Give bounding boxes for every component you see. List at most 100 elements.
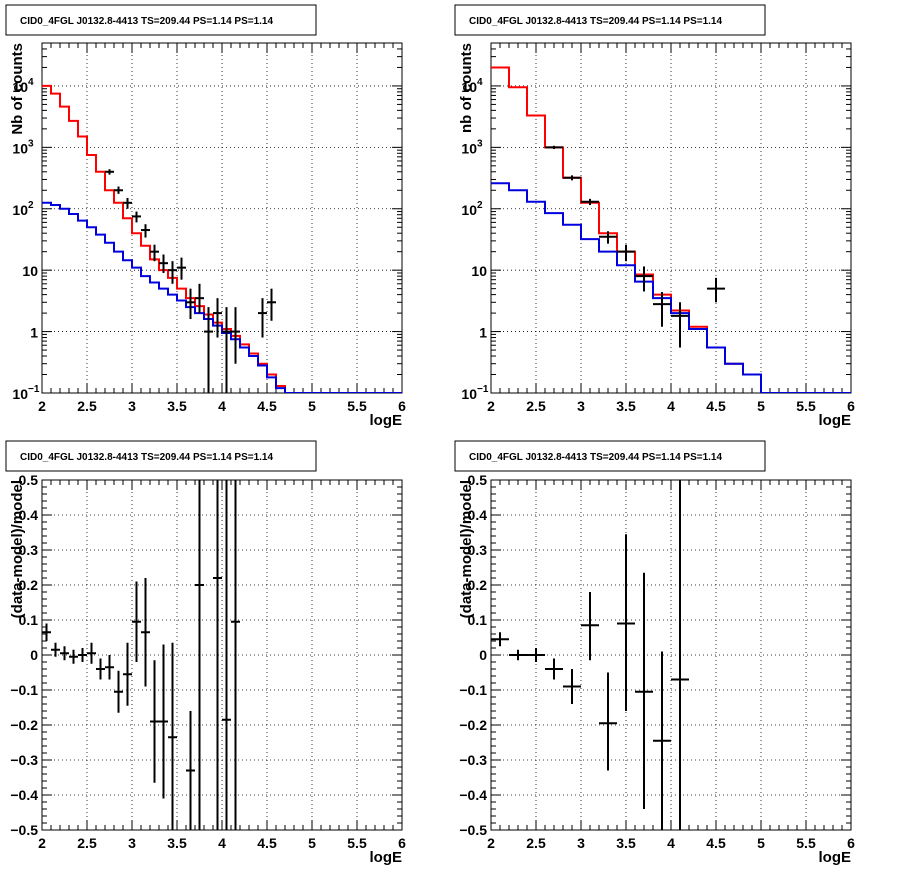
x-tick-label: 5 xyxy=(757,398,765,414)
y-tick-label: 10 xyxy=(471,263,487,279)
x-tick-label: 5.5 xyxy=(347,398,367,414)
title-box xyxy=(454,4,766,36)
y-tick-label: 0.3 xyxy=(468,542,488,558)
data-point xyxy=(204,307,213,393)
x-tick-label: 2 xyxy=(38,398,46,414)
y-tick-label: 10 xyxy=(12,386,28,402)
chart-title: CID0_4FGL J0132.8-4413 TS=209.44 PS=1.14… xyxy=(469,452,722,463)
data-point xyxy=(141,578,150,687)
x-tick-label: 5 xyxy=(308,398,316,414)
data-point xyxy=(150,660,159,783)
x-tick-label: 6 xyxy=(398,835,406,851)
y-axis-title: (data-model)/model xyxy=(458,480,475,618)
y-tick-label: −0.3 xyxy=(10,752,38,768)
chart-title: CID0_4FGL J0132.8-4413 TS=209.44 PS=1.14… xyxy=(469,16,722,27)
model-step-line-2 xyxy=(42,201,402,393)
data-point xyxy=(617,244,635,262)
x-tick-label: 3.5 xyxy=(167,398,187,414)
x-axis-title: logE xyxy=(819,849,852,866)
y-tick-label: −0.1 xyxy=(10,682,38,698)
y-tick-label: 10 xyxy=(461,386,477,402)
x-tick-label: 2 xyxy=(38,835,46,851)
data-point xyxy=(509,649,527,661)
x-tick-label: 3.5 xyxy=(167,835,187,851)
data-point xyxy=(42,623,51,641)
y-tick-label: 10 xyxy=(12,202,28,218)
data-point xyxy=(168,642,177,830)
data-point xyxy=(78,648,87,662)
data-point xyxy=(491,632,509,647)
data-point xyxy=(114,186,123,194)
x-tick-label: 4 xyxy=(218,398,226,414)
y-tick-label: 0.1 xyxy=(19,612,39,628)
x-tick-label: 3 xyxy=(577,398,585,414)
model-step-line-2 xyxy=(491,182,851,393)
data-point xyxy=(527,648,545,662)
y-tick-exponent: −1 xyxy=(28,384,40,395)
y-tick-exponent: 4 xyxy=(28,77,34,88)
data-point xyxy=(105,169,114,175)
data-point xyxy=(186,288,195,320)
data-point xyxy=(581,198,599,206)
y-tick-label: −0.5 xyxy=(459,822,487,838)
y-tick-exponent: 2 xyxy=(477,200,483,211)
data-point xyxy=(195,283,204,314)
y-tick-label: 0.4 xyxy=(19,507,39,523)
y-tick-label: −0.2 xyxy=(459,717,487,733)
x-tick-label: 5.5 xyxy=(347,835,367,851)
data-point xyxy=(653,292,671,327)
data-point xyxy=(159,254,168,273)
data-point xyxy=(132,581,141,662)
data-point xyxy=(177,257,186,280)
data-point xyxy=(231,307,240,364)
data-point xyxy=(141,224,150,238)
y-tick-label: 0.4 xyxy=(468,507,488,523)
data-point xyxy=(231,480,240,830)
y-tick-label: 0.3 xyxy=(19,542,39,558)
data-point xyxy=(545,145,563,149)
y-tick-label: −0.5 xyxy=(10,822,38,838)
y-tick-exponent: 4 xyxy=(477,77,483,88)
data-point xyxy=(87,642,96,664)
x-tick-label: 5 xyxy=(757,835,765,851)
data-point xyxy=(563,669,581,704)
data-point xyxy=(51,642,60,657)
y-axis-title: nb of counts xyxy=(458,43,475,133)
chart-panel-3: CID0_4FGL J0132.8-4413 TS=209.44 PS=1.14… xyxy=(5,440,406,866)
y-tick-label: 10 xyxy=(461,140,477,156)
data-point xyxy=(150,244,159,262)
data-point xyxy=(222,307,231,393)
data-point xyxy=(707,277,725,303)
plot-area xyxy=(491,66,851,393)
x-tick-label: 6 xyxy=(847,835,855,851)
y-tick-label: −0.3 xyxy=(459,752,487,768)
x-axis-title: logE xyxy=(370,412,403,429)
chart-title: CID0_4FGL J0132.8-4413 TS=209.44 PS=1.14… xyxy=(20,452,273,463)
model-step-line-1 xyxy=(491,66,851,393)
plot-area xyxy=(42,480,240,830)
y-axis-title: (data-model)/model xyxy=(9,480,26,618)
x-tick-label: 4 xyxy=(667,835,675,851)
y-tick-exponent: 3 xyxy=(28,138,34,149)
y-tick-exponent: 3 xyxy=(477,138,483,149)
data-point xyxy=(635,572,653,809)
x-tick-label: 3 xyxy=(128,835,136,851)
data-point xyxy=(563,175,581,181)
y-tick-label: 0 xyxy=(30,647,38,663)
data-point xyxy=(267,288,276,321)
data-point xyxy=(617,534,635,711)
chart-panel-4: CID0_4FGL J0132.8-4413 TS=209.44 PS=1.14… xyxy=(454,440,855,866)
data-point xyxy=(599,231,617,244)
x-tick-label: 2 xyxy=(487,835,495,851)
data-point xyxy=(653,651,671,830)
x-tick-label: 3 xyxy=(577,835,585,851)
data-point xyxy=(213,298,222,338)
data-point xyxy=(186,711,195,830)
x-tick-label: 2.5 xyxy=(77,835,97,851)
x-tick-label: 5 xyxy=(308,835,316,851)
y-tick-label: 0.2 xyxy=(19,577,39,593)
y-tick-label: 10 xyxy=(12,140,28,156)
x-tick-label: 2.5 xyxy=(526,835,546,851)
y-tick-label: 0.5 xyxy=(19,472,39,488)
